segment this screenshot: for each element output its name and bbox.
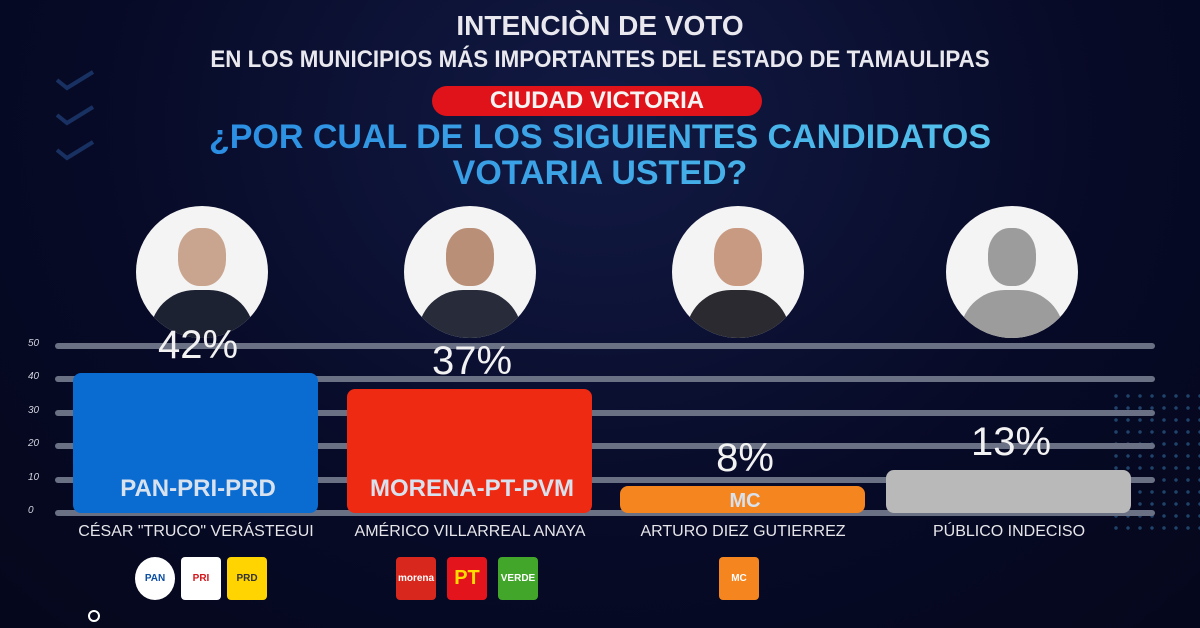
- value-label: 8%: [716, 436, 774, 481]
- chart-subtitle: EN LOS MUNICIPIOS MÁS IMPORTANTES DEL ES…: [210, 46, 990, 73]
- city-badge: CIUDAD VICTORIA: [432, 86, 762, 116]
- party-logo-pri-icon: PRI: [181, 557, 221, 600]
- bar: [73, 372, 318, 513]
- party-logo-pt-icon: PT: [447, 557, 487, 600]
- gridline: [55, 476, 1155, 483]
- undecided-silhouette-icon: [946, 206, 1078, 338]
- gridline: [55, 343, 1155, 349]
- y-tick-label: 0: [28, 505, 34, 516]
- category-label: PÚBLICO INDECISO: [932, 523, 1086, 540]
- y-tick-label: 30: [28, 404, 40, 416]
- gridline: [55, 510, 1155, 516]
- question-line-1: ¿POR CUAL DE LOS SIGUIENTES CANDIDATOS: [0, 118, 1200, 157]
- party-label: MC: [729, 490, 761, 512]
- party-logo-mc-icon: MC: [719, 557, 759, 600]
- party-logo-verde-icon: VERDE: [498, 557, 538, 600]
- category-label: CÉSAR "TRUCO" VERÁSTEGUI: [78, 523, 314, 540]
- party-label: MORENA-PT-PVM: [370, 475, 574, 502]
- question-line-2: VOTARIA USTED?: [0, 154, 1200, 193]
- category-label: AMÉRICO VILLARREAL ANAYA: [354, 523, 586, 540]
- y-tick-label: 10: [28, 471, 40, 483]
- gridline: [55, 409, 1155, 416]
- y-tick-label: 50: [28, 338, 40, 349]
- candidate-photo-arturo: [672, 206, 804, 338]
- chart-title: INTENCIÒN DE VOTO: [456, 10, 744, 41]
- candidate-photo-americo: [404, 206, 536, 338]
- value-label: 37%: [431, 339, 513, 384]
- gridline: [55, 443, 1155, 450]
- party-logo-prd-icon: PRD: [227, 557, 267, 600]
- y-tick-label: 40: [28, 371, 40, 383]
- y-tick-label: 20: [28, 438, 40, 450]
- candidate-photo-cesar: [136, 206, 268, 338]
- bar: [620, 486, 865, 513]
- category-label: ARTURO DIEZ GUTIERREZ: [640, 523, 846, 540]
- party-label: PAN-PRI-PRD: [120, 475, 276, 502]
- bar: [886, 469, 1131, 513]
- party-logo-morena-icon: morena: [396, 557, 436, 600]
- circle-icon: [88, 610, 100, 622]
- party-logo-pan-icon: PAN: [135, 557, 175, 600]
- decorative-checkmarks-icon: [55, 70, 95, 161]
- value-label: 13%: [970, 419, 1052, 464]
- gridline: [55, 376, 1155, 383]
- value-label: 42%: [157, 322, 239, 367]
- bar: [347, 389, 592, 513]
